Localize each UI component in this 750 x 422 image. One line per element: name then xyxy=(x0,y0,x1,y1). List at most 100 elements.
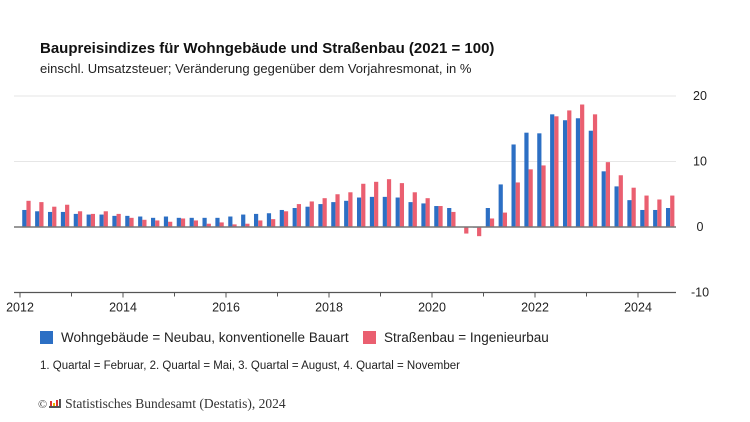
bar-wohngebaeude-36 xyxy=(485,208,490,227)
bar-wohngebaeude-28 xyxy=(382,196,387,227)
bar-strassenbau-45 xyxy=(605,162,611,227)
y-tick-label: 20 xyxy=(693,89,707,103)
copyright-symbol: © xyxy=(38,396,48,411)
bar-strassenbau-8 xyxy=(129,217,134,227)
chart-title: Baupreisindizes für Wohngebäude und Stra… xyxy=(40,40,495,57)
x-tick-label: 2018 xyxy=(315,301,343,315)
bar-wohngebaeude-12 xyxy=(176,217,181,227)
bar-wohngebaeude-15 xyxy=(215,217,220,227)
bar-strassenbau-10 xyxy=(155,220,160,227)
bar-wohngebaeude-26 xyxy=(356,197,362,227)
x-tick-label: 2014 xyxy=(109,301,137,315)
bar-strassenbau-5 xyxy=(90,213,96,227)
bar-wohngebaeude-4 xyxy=(73,213,78,227)
bar-strassenbau-44 xyxy=(592,114,598,227)
bar-strassenbau-0 xyxy=(26,200,31,227)
bar-strassenbau-12 xyxy=(180,218,186,227)
bar-strassenbau-34 xyxy=(464,227,469,234)
bar-wohngebaeude-3 xyxy=(60,211,66,227)
bar-wohngebaeude-33 xyxy=(447,208,452,227)
bar-wohngebaeude-30 xyxy=(408,202,413,227)
bar-wohngebaeude-23 xyxy=(318,204,323,227)
bar-wohngebaeude-2 xyxy=(47,211,53,227)
bar-strassenbau-30 xyxy=(412,192,417,227)
bar-wohngebaeude-7 xyxy=(112,215,117,227)
bar-strassenbau-38 xyxy=(515,182,520,227)
bar-wohngebaeude-5 xyxy=(86,214,91,227)
bar-wohngebaeude-20 xyxy=(279,209,284,227)
bar-strassenbau-23 xyxy=(322,198,327,227)
y-tick-label: 10 xyxy=(693,155,707,169)
bar-wohngebaeude-6 xyxy=(99,214,104,227)
bar-strassenbau-18 xyxy=(258,220,263,227)
bar-wohngebaeude-29 xyxy=(395,197,400,227)
bar-strassenbau-2 xyxy=(52,206,57,227)
bar-strassenbau-50 xyxy=(670,195,675,227)
bar-wohngebaeude-14 xyxy=(202,217,207,227)
chart-subtitle: einschl. Umsatzsteuer; Veränderung gegen… xyxy=(40,61,472,76)
bar-strassenbau-26 xyxy=(361,183,366,227)
legend-item-wohngebaeude[interactable]: Wohngebäude = Neubau, konventionelle Bau… xyxy=(40,330,349,345)
footnote: 1. Quartal = Februar, 2. Quartal = Mai, … xyxy=(40,360,460,372)
bar-strassenbau-3 xyxy=(65,204,70,227)
bar-strassenbau-25 xyxy=(348,192,353,227)
bar-strassenbau-31 xyxy=(425,198,430,227)
bar-strassenbau-13 xyxy=(193,220,199,227)
bar-strassenbau-33 xyxy=(451,211,456,227)
bar-strassenbau-11 xyxy=(168,221,173,227)
bar-wohngebaeude-40 xyxy=(537,133,542,227)
bar-wohngebaeude-42 xyxy=(562,120,568,227)
bar-wohngebaeude-13 xyxy=(189,217,194,227)
bar-strassenbau-35 xyxy=(477,227,482,237)
bar-wohngebaeude-17 xyxy=(241,214,246,227)
bar-wohngebaeude-11 xyxy=(163,216,169,227)
bar-wohngebaeude-19 xyxy=(266,213,272,227)
bar-strassenbau-6 xyxy=(103,211,108,227)
bar-strassenbau-9 xyxy=(142,219,147,227)
bar-strassenbau-20 xyxy=(283,211,289,227)
y-tick-label: -10 xyxy=(691,286,709,300)
bar-wohngebaeude-25 xyxy=(344,200,349,227)
bar-strassenbau-43 xyxy=(580,104,585,227)
bar-strassenbau-40 xyxy=(541,165,546,227)
bar-wohngebaeude-1 xyxy=(35,211,40,227)
bar-wohngebaeude-38 xyxy=(511,144,516,227)
legend-swatch-red xyxy=(363,331,376,344)
bar-wohngebaeude-47 xyxy=(627,200,632,227)
legend-item-strassenbau[interactable]: Straßenbau = Ingenieurbau xyxy=(363,330,549,345)
x-tick-label: 2020 xyxy=(418,301,446,315)
bar-wohngebaeude-31 xyxy=(421,203,426,227)
bar-strassenbau-41 xyxy=(554,116,559,227)
bar-wohngebaeude-10 xyxy=(150,217,156,227)
bar-strassenbau-42 xyxy=(567,110,572,227)
bar-strassenbau-7 xyxy=(116,213,121,227)
bar-strassenbau-36 xyxy=(489,218,495,227)
bar-strassenbau-24 xyxy=(335,194,340,227)
bar-wohngebaeude-39 xyxy=(524,132,529,227)
bar-wohngebaeude-8 xyxy=(125,215,130,227)
bar-strassenbau-32 xyxy=(438,206,443,227)
bar-strassenbau-28 xyxy=(386,179,392,227)
legend-swatch-blue xyxy=(40,331,53,344)
x-tick-label: 2012 xyxy=(6,301,34,315)
bar-strassenbau-21 xyxy=(296,204,302,227)
bar-strassenbau-14 xyxy=(206,223,211,227)
bar-strassenbau-19 xyxy=(271,219,276,227)
bar-wohngebaeude-16 xyxy=(228,216,233,227)
bar-wohngebaeude-18 xyxy=(253,213,259,227)
bar-wohngebaeude-43 xyxy=(575,118,581,227)
bar-strassenbau-1 xyxy=(39,202,44,227)
bar-wohngebaeude-44 xyxy=(588,130,593,227)
destatis-logo-icon xyxy=(49,398,62,408)
source-line: © Statistisches Bundesamt (Destatis), 20… xyxy=(38,396,286,412)
bar-strassenbau-48 xyxy=(644,195,649,227)
bar-strassenbau-16 xyxy=(232,224,237,227)
bar-strassenbau-17 xyxy=(245,223,250,227)
bar-wohngebaeude-0 xyxy=(22,209,27,227)
bar-wohngebaeude-21 xyxy=(292,208,297,227)
bar-wohngebaeude-48 xyxy=(640,209,645,227)
bar-wohngebaeude-32 xyxy=(434,206,439,227)
bar-strassenbau-29 xyxy=(399,183,405,227)
